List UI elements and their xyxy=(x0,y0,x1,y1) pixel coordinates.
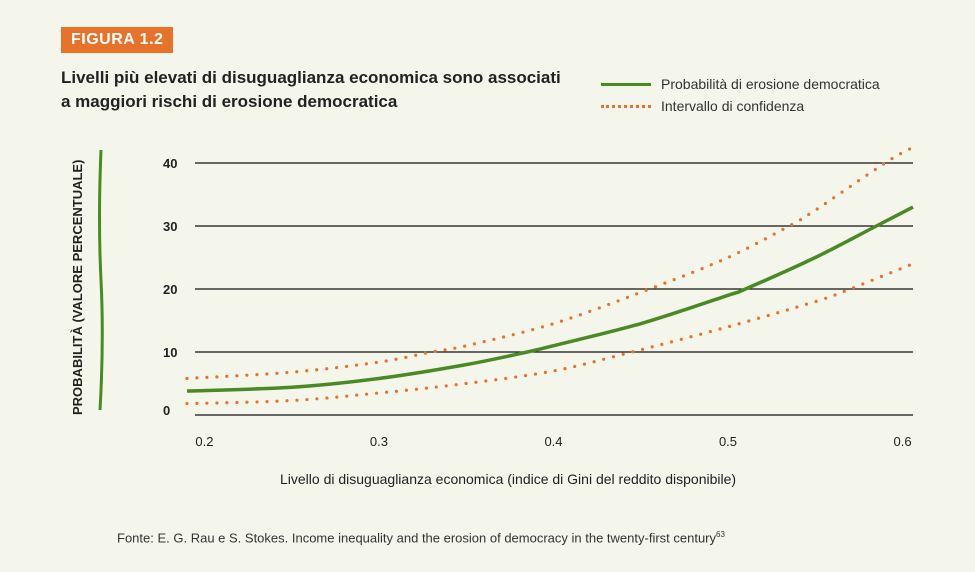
x-tick-label: 0.6 xyxy=(893,434,911,449)
legend-label: Intervallo di confidenza xyxy=(661,98,805,114)
legend-swatch-dotted xyxy=(601,104,651,108)
y-tick-label: 30 xyxy=(163,219,177,234)
legend-item-probability: Probabilità di erosione democratica xyxy=(601,73,880,95)
confidence-bound-line xyxy=(185,262,915,406)
y-tick-label: 20 xyxy=(163,282,177,297)
figure-label: FIGURA 1.2 xyxy=(61,27,174,53)
y-axis-label: PROBABILITÀ (VALORE PERCENTUALE) xyxy=(70,159,85,415)
decorative-brush-stroke xyxy=(98,149,104,411)
probability-line xyxy=(186,205,914,393)
x-tick-label: 0.2 xyxy=(195,434,213,449)
footnote-ref: 63 xyxy=(716,530,725,539)
x-tick-label: 0.5 xyxy=(719,434,737,449)
x-tick-label: 0.4 xyxy=(544,434,562,449)
legend-label: Probabilità di erosione democratica xyxy=(661,76,880,92)
source-note: Fonte: E. G. Rau e S. Stokes. Income ine… xyxy=(117,530,725,545)
legend-item-confidence: Intervallo di confidenza xyxy=(601,95,880,117)
legend-swatch-solid xyxy=(601,82,651,86)
x-axis-label: Livello di disuguaglianza economica (ind… xyxy=(280,471,737,487)
x-tick-label: 0.3 xyxy=(370,434,388,449)
y-tick-label: 40 xyxy=(163,156,177,171)
y-tick-label: 10 xyxy=(163,345,177,360)
chart-title: Livelli più elevati di disuguaglianza ec… xyxy=(61,68,561,111)
source-text: Fonte: E. G. Rau e S. Stokes. Income ine… xyxy=(117,530,717,546)
y-tick-label: 0 xyxy=(163,403,170,418)
legend: Probabilità di erosione democratica Inte… xyxy=(601,73,880,117)
confidence-bound-line xyxy=(185,145,915,381)
